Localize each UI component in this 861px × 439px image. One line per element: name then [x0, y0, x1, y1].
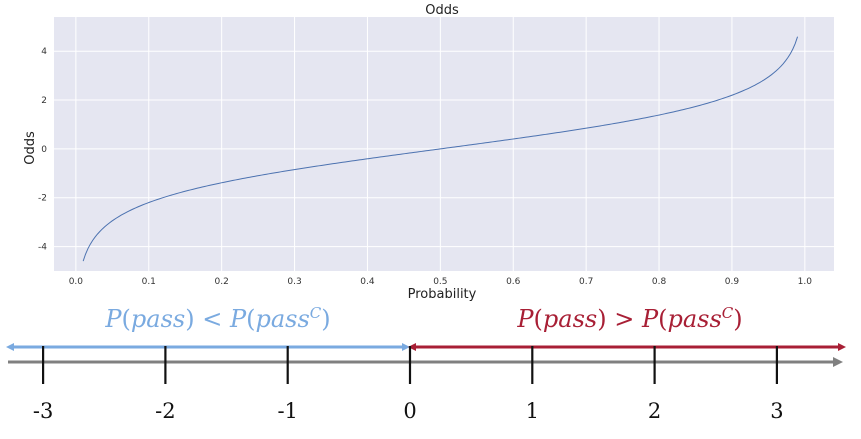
inequality-part: P	[104, 305, 122, 333]
inequality-part: (	[658, 305, 667, 333]
y-tick-labels: -4 -2 0 2 4	[38, 47, 47, 252]
inequality-part: (	[246, 305, 255, 333]
x-tick-label: 0.0	[69, 277, 84, 287]
number-line-label: 1	[526, 399, 539, 423]
number-line-label: 2	[648, 399, 661, 423]
y-axis-title: Odds	[23, 131, 38, 165]
y-tick-label: 0	[41, 145, 47, 155]
y-tick-label: 4	[41, 47, 47, 57]
x-tick-label: 0.8	[652, 277, 667, 287]
x-tick-label: 0.9	[725, 277, 740, 287]
inequality-part: ) <	[185, 305, 230, 333]
x-tick-label: 1.0	[798, 277, 813, 287]
number-line-label: 0	[403, 399, 416, 423]
inequality-part: pass	[543, 305, 597, 333]
odds-series-line	[82, 36, 799, 262]
inequality-part: (	[534, 305, 543, 333]
inequality-part: P	[229, 305, 247, 333]
number-line-label: -1	[277, 399, 297, 423]
x-tick-label: 0.3	[287, 277, 301, 287]
grid-x	[75, 17, 806, 271]
inequality-part: )	[733, 305, 742, 333]
x-tick-label: 0.7	[579, 277, 593, 287]
y-tick-label: 2	[41, 96, 47, 106]
inequality-part: pass	[255, 305, 309, 333]
y-tick-label: -2	[38, 194, 47, 204]
inequality-part: pass	[131, 305, 185, 333]
x-tick-label: 0.4	[360, 277, 375, 287]
inequality-part: P	[516, 305, 534, 333]
inequality-part: C	[722, 304, 734, 322]
x-tick-labels: 0.0 0.1 0.2 0.3 0.4 0.5 0.6 0.7 0.8 0.9 1.0	[69, 277, 813, 287]
number-line-labels: -3 -2 -1 0 1 2 3	[33, 399, 784, 423]
number-line-label: -2	[155, 399, 175, 423]
inequality-part: C	[310, 304, 322, 322]
x-tick-label: 0.2	[214, 277, 228, 287]
inequality-part: )	[321, 305, 330, 333]
number-line-label: -3	[33, 399, 53, 423]
x-tick-label: 0.1	[142, 277, 156, 287]
positive-region-label: P(pass) > P(passC)	[516, 304, 742, 333]
inequality-part: P	[641, 305, 659, 333]
negative-region-label: P(pass) < P(passC)	[104, 304, 330, 333]
number-line-ticks	[41, 346, 779, 384]
plot-area	[54, 17, 834, 271]
x-tick-label: 0.5	[433, 277, 447, 287]
number-line-section: P(pass) < P(passC) P(pass) > P(passC) -3…	[6, 304, 846, 423]
odds-chart: 0.0 0.1 0.2 0.3 0.4 0.5 0.6 0.7 0.8 0.9 1.0 -4 -2 0 2…	[23, 3, 834, 302]
y-tick-label: -4	[38, 243, 47, 253]
inequality-part: (	[122, 305, 131, 333]
x-tick-label: 0.6	[506, 277, 521, 287]
x-axis-title: Probability	[408, 287, 477, 302]
chart-title: Odds	[425, 3, 459, 18]
inequality-part: pass	[667, 305, 721, 333]
inequality-part: ) >	[597, 305, 642, 333]
number-line-label: 3	[770, 399, 783, 423]
